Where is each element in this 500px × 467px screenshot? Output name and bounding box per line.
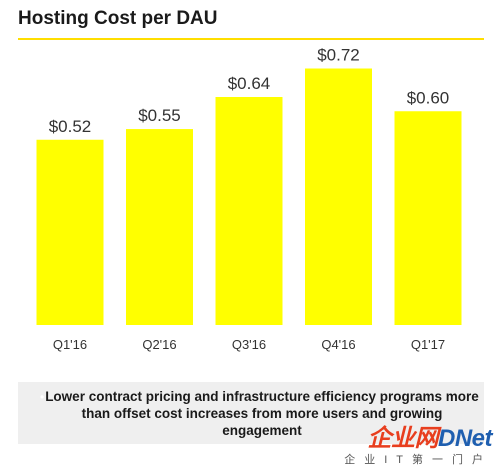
x-tick-label: Q2'16 — [142, 337, 176, 352]
bar-value-label: $0.52 — [49, 117, 92, 136]
watermark-logo: 企业网DNet 企业IT第一门户 — [344, 418, 492, 467]
bar — [394, 111, 462, 325]
watermark-subtitle: 企业IT第一门户 — [344, 454, 492, 466]
watermark-brand-letter: D — [437, 425, 455, 452]
bar — [126, 129, 193, 325]
bar-value-label: $0.64 — [228, 74, 271, 93]
x-tick-label: Q3'16 — [232, 337, 266, 352]
bar-value-label: $0.55 — [138, 106, 181, 125]
chart-title: Hosting Cost per DAU — [18, 8, 218, 29]
x-tick-label: Q1'17 — [411, 337, 445, 352]
x-tick-label: Q4'16 — [321, 337, 355, 352]
note-text: Lower contract pricing and infrastructur… — [45, 389, 479, 438]
bar-value-label: $0.60 — [407, 88, 450, 107]
bar-value-label: $0.72 — [317, 46, 360, 65]
note-bullet: • — [40, 390, 45, 404]
watermark-suffix: Net — [454, 425, 493, 452]
note-panel — [18, 382, 484, 444]
bar — [36, 139, 104, 325]
watermark-prefix: 企业网 — [367, 425, 438, 452]
bar-chart: $0.52 Q1'16 $0.55 Q2'16 $0.64 Q3'16 $0.72 Q4'16… — [36, 46, 462, 352]
bar — [305, 68, 372, 325]
watermark-brand: 企业网DNet — [344, 418, 492, 453]
bar — [215, 97, 283, 325]
title-divider — [18, 38, 484, 40]
x-tick-label: Q1'16 — [53, 337, 87, 352]
